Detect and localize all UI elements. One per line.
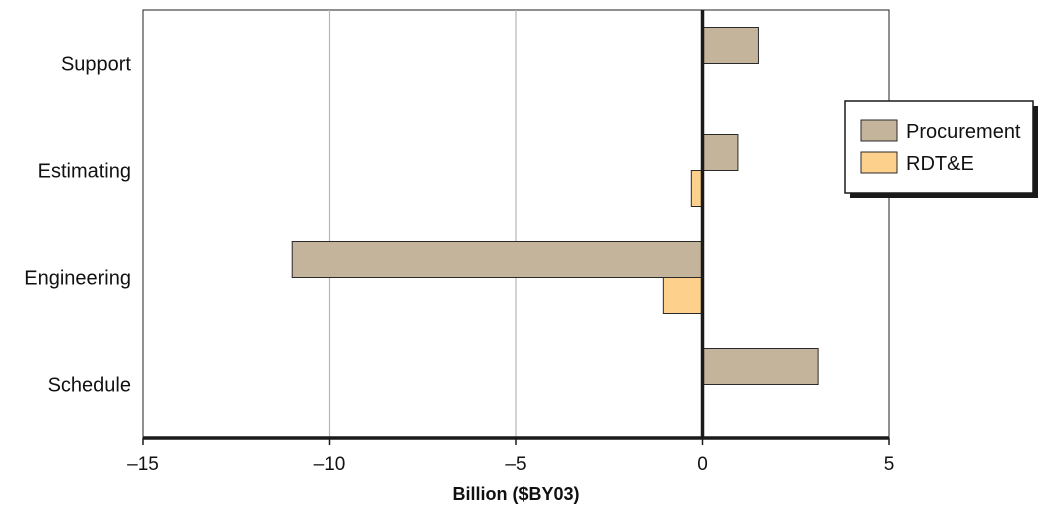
legend-box [844, 100, 1034, 194]
bars [291, 27, 819, 385]
x-axis-title: Billion ($BY03) [452, 484, 579, 504]
x-tick-label-2: –5 [505, 454, 526, 475]
x-tick-label-1: –10 [314, 454, 346, 475]
category-label-estimating: Estimating [38, 161, 131, 183]
bar-procurement-estimating [702, 134, 739, 171]
legend-label-1: RDT&E [906, 153, 974, 175]
x-axis-ticks: –15 –10 –5 0 5 [127, 438, 894, 475]
legend: Procurement RDT&E [844, 100, 1038, 198]
gridlines [328, 10, 517, 438]
category-label-engineering: Engineering [24, 268, 131, 290]
bar-procurement-engineering [291, 241, 703, 278]
legend-label-0: Procurement [906, 121, 1021, 143]
category-label-schedule: Schedule [48, 375, 131, 397]
bar-procurement-support [702, 27, 759, 64]
bar-procurement-schedule [702, 348, 819, 385]
x-tick-label-3: 0 [697, 454, 708, 475]
legend-items: Procurement RDT&E [860, 119, 1021, 175]
category-labels: Support Estimating Engineering Schedule [24, 54, 131, 397]
category-label-support: Support [61, 54, 131, 76]
legend-swatch-1 [860, 151, 898, 174]
bar-rdt-e-engineering [662, 277, 704, 314]
legend-swatch-0 [860, 119, 898, 142]
x-tick-label-0: –15 [127, 454, 159, 475]
x-tick-label-4: 5 [884, 454, 895, 475]
